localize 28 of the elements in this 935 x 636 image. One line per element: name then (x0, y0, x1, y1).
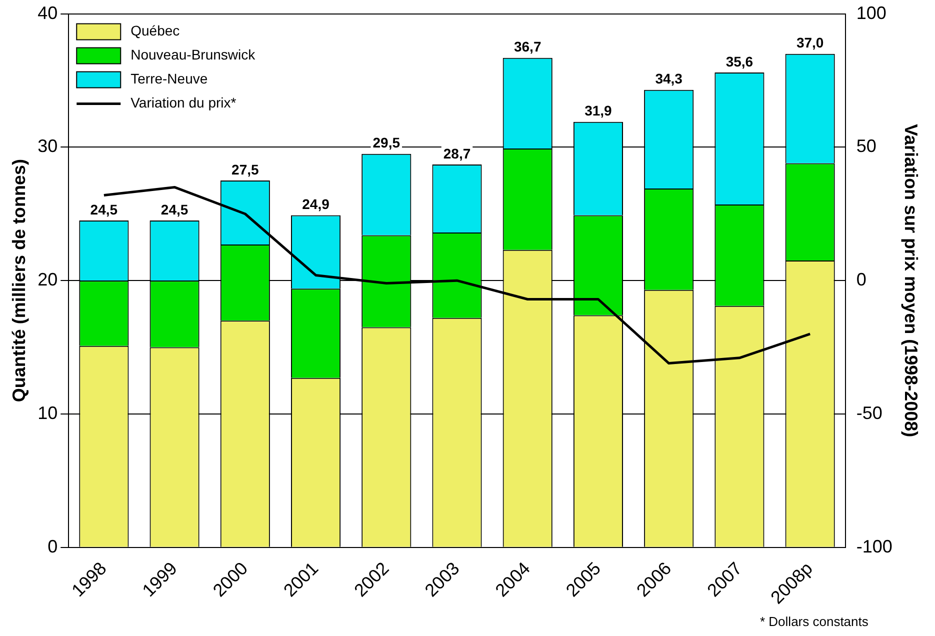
total-label: 34,3 (655, 70, 683, 87)
legend-label: Nouveau-Brunswick (130, 46, 256, 63)
y-tick-label: 0 (48, 536, 58, 556)
legend-label: Variation du prix* (130, 94, 237, 111)
y2-axis-title: Variation sur prix moyen (1998-2008) (901, 124, 922, 438)
total-label: 24,9 (302, 196, 330, 212)
legend-label: Terre-Neuve (130, 70, 208, 87)
total-label: 31,9 (584, 102, 612, 119)
total-label: 35,6 (726, 53, 754, 70)
text: * Dollars constants (760, 614, 868, 629)
y2-tick-label: 100 (856, 2, 886, 23)
y-tick-label: 10 (38, 402, 58, 423)
legend-label: Québec (130, 22, 180, 39)
total-label: 37,0 (796, 34, 824, 51)
y2-tick-label: -50 (856, 402, 882, 423)
y-tick-label: 20 (38, 270, 58, 290)
total-label: 36,7 (514, 38, 542, 55)
total-label: 24,5 (90, 201, 118, 218)
total-label: 29,5 (372, 134, 400, 151)
y2-tick-label: 50 (856, 136, 876, 156)
y-tick-label: 30 (38, 136, 58, 156)
y-axis-title: Quantité (milliers de tonnes) (8, 159, 29, 402)
y-tick-label: 40 (38, 2, 58, 23)
total-label: 27,5 (232, 161, 259, 178)
y2-tick-label: -100 (856, 536, 892, 556)
total-label: 24,5 (160, 201, 188, 218)
y2-tick-label: 0 (856, 270, 866, 290)
total-label: 28,7 (443, 145, 471, 162)
